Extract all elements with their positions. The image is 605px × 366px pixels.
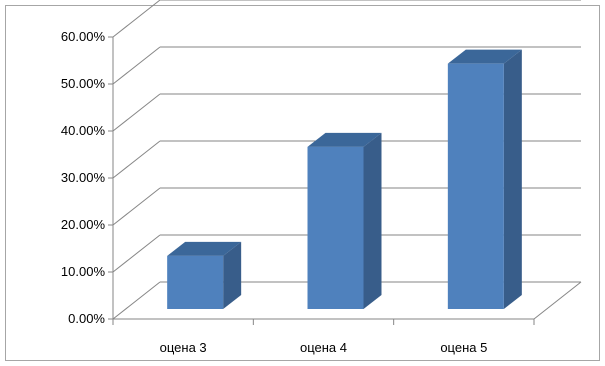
bar-side-3 — [503, 49, 522, 309]
gridline-wall-0 — [112, 281, 161, 320]
bar-1 — [167, 255, 224, 309]
bar-3 — [447, 63, 504, 309]
value-tick-label: 10.00% — [61, 264, 106, 279]
value-tick-label: 60.00% — [61, 29, 106, 44]
gridline-wall-5 — [112, 46, 161, 85]
category-label: оцена 4 — [300, 340, 347, 355]
gridline-wall-6 — [112, 0, 161, 38]
gridline-wall-3 — [112, 140, 161, 179]
bar-top-1 — [167, 241, 242, 256]
bar-2 — [307, 146, 364, 309]
value-tick-label: 40.00% — [61, 123, 106, 138]
value-tick-label: 50.00% — [61, 76, 106, 91]
value-tick-label: 0.00% — [68, 311, 105, 326]
gridline-wall-2 — [112, 187, 161, 226]
floor-right-edge — [533, 281, 582, 320]
value-tick-label: 20.00% — [61, 217, 106, 232]
gridline-wall-1 — [112, 234, 161, 273]
bar-side-1 — [223, 241, 242, 309]
bar-side-2 — [363, 132, 382, 309]
category-label: оцена 3 — [160, 340, 207, 355]
bar-top-3 — [447, 49, 522, 64]
bar-top-2 — [307, 132, 382, 147]
category-label: оцена 5 — [440, 340, 487, 355]
value-tick-label: 30.00% — [61, 170, 106, 185]
gridline-wall-4 — [112, 93, 161, 132]
